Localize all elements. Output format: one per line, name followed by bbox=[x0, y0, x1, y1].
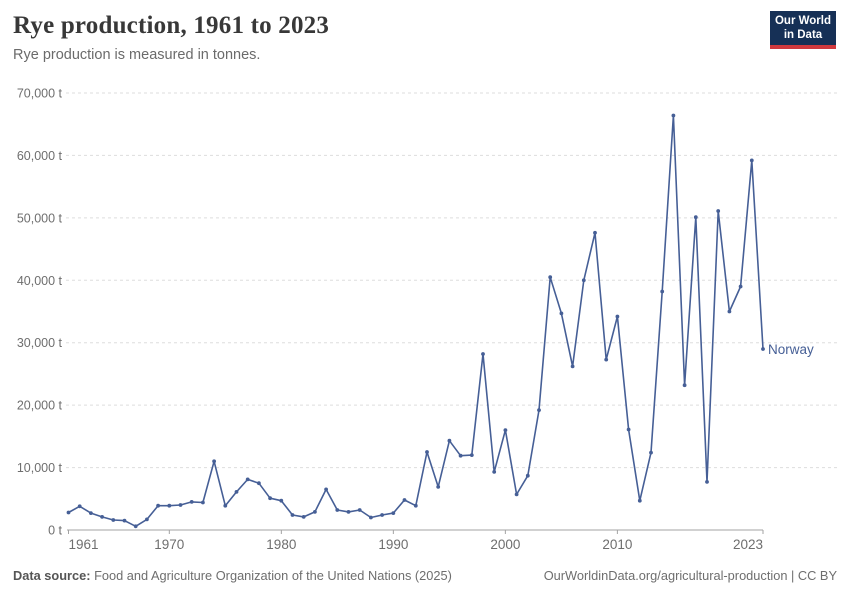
data-point bbox=[245, 477, 250, 482]
gridlines bbox=[66, 92, 840, 469]
data-point bbox=[413, 503, 418, 508]
data-point bbox=[727, 309, 732, 314]
x-axis bbox=[67, 529, 764, 534]
data-point bbox=[436, 485, 441, 489]
data-point bbox=[682, 383, 687, 388]
series-line bbox=[67, 114, 764, 528]
data-point bbox=[425, 450, 429, 454]
data-point bbox=[335, 508, 340, 512]
data-point bbox=[548, 275, 553, 280]
data-source-label: Data source: bbox=[13, 568, 91, 583]
x-axis-labels: 1961 1970 1980 1990 2000 2010 2023 bbox=[69, 537, 764, 552]
data-point bbox=[615, 314, 620, 319]
data-point bbox=[167, 503, 172, 508]
data-point bbox=[189, 500, 194, 504]
data-point bbox=[559, 311, 564, 316]
series-entity-label[interactable]: Norway bbox=[768, 342, 814, 357]
data-point bbox=[391, 511, 396, 515]
data-series[interactable] bbox=[66, 113, 765, 529]
data-point bbox=[156, 503, 161, 508]
footer-link[interactable]: OurWorldinData.org/agricultural-producti… bbox=[543, 568, 837, 583]
data-point bbox=[604, 357, 609, 362]
owid-logo-line1: Our World bbox=[774, 15, 831, 27]
data-point bbox=[122, 518, 127, 523]
data-point bbox=[503, 428, 508, 432]
x-axis-tick-label: 1970 bbox=[154, 537, 184, 552]
data-point bbox=[369, 515, 373, 520]
data-point bbox=[514, 492, 519, 497]
chart-subtitle: Rye production is measured in tonnes. bbox=[13, 47, 261, 63]
x-axis-tick-label: 1961 bbox=[69, 537, 99, 552]
data-point bbox=[469, 453, 474, 457]
data-point bbox=[492, 470, 497, 474]
data-point bbox=[257, 481, 261, 486]
y-axis-tick-label: 10,000 t bbox=[17, 461, 63, 475]
data-point bbox=[212, 459, 217, 464]
data-point bbox=[223, 503, 228, 508]
y-axis-tick-label: 60,000 t bbox=[17, 149, 63, 163]
data-source-note: Data source: Food and Agriculture Organi… bbox=[13, 568, 452, 583]
data-point bbox=[626, 427, 631, 432]
data-point bbox=[447, 438, 452, 443]
chart-header: Rye production, 1961 to 2023 Rye product… bbox=[13, 12, 329, 63]
data-point bbox=[693, 215, 698, 220]
data-point bbox=[593, 230, 597, 235]
x-axis-tick-label: 1990 bbox=[378, 537, 408, 552]
data-point bbox=[290, 513, 295, 517]
data-point bbox=[133, 524, 138, 529]
data-point bbox=[671, 113, 676, 118]
y-axis-tick-label: 30,000 t bbox=[17, 336, 63, 350]
data-point bbox=[481, 352, 485, 356]
y-axis-tick-label: 40,000 t bbox=[17, 274, 63, 288]
data-point bbox=[313, 510, 317, 514]
data-point bbox=[178, 503, 183, 507]
data-point bbox=[738, 284, 743, 289]
y-axis-tick-label: 70,000 t bbox=[17, 87, 63, 101]
data-point bbox=[89, 511, 93, 515]
x-axis-tick-label: 1980 bbox=[266, 537, 296, 552]
data-point bbox=[637, 498, 642, 503]
y-axis-labels: 0 t 10,000 t 20,000 t 30,000 t 40,000 t 50,00… bbox=[17, 87, 63, 538]
data-point bbox=[268, 496, 272, 501]
page-title: Rye production, 1961 to 2023 bbox=[13, 12, 330, 39]
data-point bbox=[66, 510, 71, 515]
x-axis-tick-label: 2000 bbox=[490, 537, 520, 552]
data-point bbox=[458, 453, 463, 458]
y-axis-tick-label: 50,000 t bbox=[17, 211, 63, 225]
data-point bbox=[570, 364, 575, 369]
data-point bbox=[380, 513, 384, 517]
data-point bbox=[705, 480, 709, 484]
x-axis-tick-label: 2023 bbox=[733, 537, 763, 552]
data-point bbox=[749, 158, 754, 163]
data-point bbox=[581, 278, 586, 283]
data-point bbox=[279, 498, 284, 503]
x-axis-tick-label: 2010 bbox=[602, 537, 632, 552]
chart-footer: Data source: Food and Agriculture Organi… bbox=[13, 568, 837, 583]
data-point bbox=[402, 498, 407, 502]
data-point bbox=[234, 490, 239, 494]
data-point bbox=[761, 347, 765, 351]
data-point bbox=[145, 517, 149, 522]
data-source-text: Food and Agriculture Organization of the… bbox=[90, 568, 452, 583]
data-point bbox=[324, 487, 328, 492]
data-point bbox=[301, 515, 306, 519]
data-point bbox=[77, 504, 82, 509]
data-point bbox=[537, 408, 541, 412]
y-axis-tick-label: 0 t bbox=[48, 524, 62, 538]
data-point bbox=[357, 508, 362, 512]
data-point bbox=[525, 473, 530, 478]
data-point bbox=[660, 289, 665, 294]
data-point bbox=[100, 515, 104, 519]
data-point bbox=[346, 510, 351, 514]
data-point bbox=[716, 209, 721, 213]
data-point bbox=[649, 450, 653, 455]
data-point bbox=[201, 500, 205, 505]
owid-logo[interactable]: Our World in Data bbox=[770, 11, 836, 49]
data-point bbox=[111, 518, 116, 522]
owid-logo-line2: in Data bbox=[783, 29, 823, 41]
y-axis-tick-label: 20,000 t bbox=[17, 399, 63, 413]
